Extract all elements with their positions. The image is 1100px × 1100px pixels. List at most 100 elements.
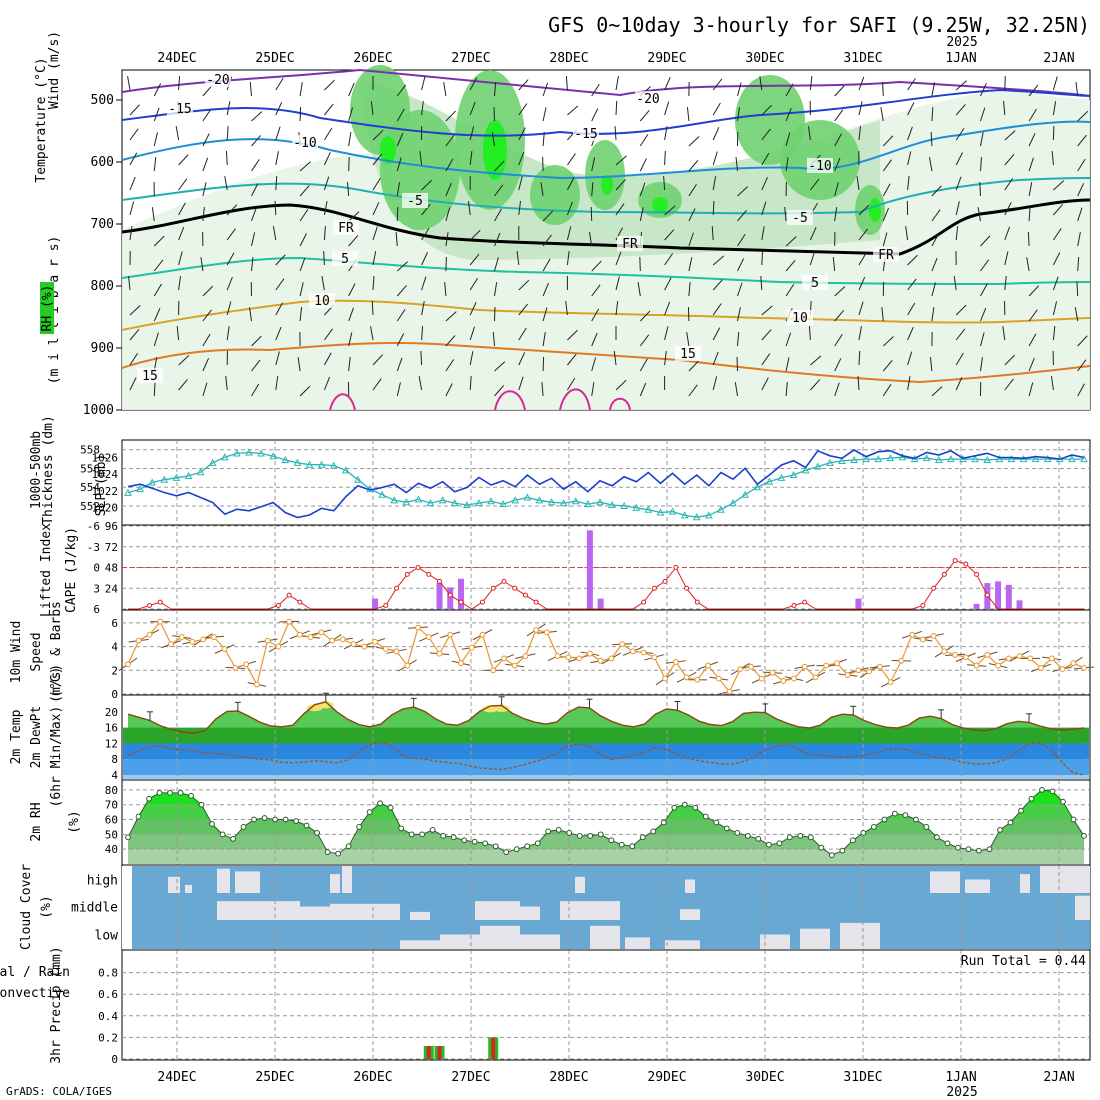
rh2m-line-point [167,789,173,796]
temp-tick-label: 8 [111,753,118,766]
rh2m-line-point [755,835,762,842]
wind-barb [955,128,965,141]
wind-speed-line-point [919,636,926,643]
wind-speed-line-point [791,675,797,682]
wind-barb [469,253,480,266]
wind-barb [712,327,721,341]
rh2m-line-point [324,849,331,856]
wind-barb [324,103,334,116]
wind-barb [712,303,722,316]
wind-barb [127,76,131,91]
wind-barb [518,103,528,116]
wind-speed-line-point [544,629,550,636]
wind-barb [980,307,987,322]
wind-speed-line-point [168,641,174,648]
rh2m-line-point [492,843,499,850]
lifted-index-point [694,599,700,605]
wind-barb [178,276,182,291]
wind-barb [225,376,228,391]
wind-barb [445,207,451,222]
wind-barb [858,76,865,91]
thickness-point [317,460,326,468]
wind-barb [955,201,960,216]
rh2m-line-point [345,843,352,850]
wind-barb [542,234,552,247]
top-date-label: 29DEC [647,51,686,66]
li-tick-label: 3 [93,582,100,595]
rh2m-line-point [734,829,741,836]
wind-barb [178,75,181,91]
cape-tick-label: 96 [105,520,118,533]
wind-barb [541,382,544,397]
cape-tick-label: 48 [105,562,118,575]
wind-barb [567,105,579,116]
rh2m-line-point [1081,832,1087,839]
wind-barb [518,151,525,166]
wind-speed-line-point [318,629,325,636]
thickness-point [620,501,628,509]
thickness-point [329,461,338,469]
lifted-cape-panel: -6 -3 0 3 6 96 72 48 24 [87,520,1091,616]
thickness-point [293,458,302,466]
wind-barb [297,357,301,372]
lifted-index-point [963,561,969,567]
wind-barb [980,83,987,97]
slp-tick-label: 1024 [92,468,119,481]
thickness-point [535,496,544,504]
wind-barb [299,307,303,322]
wind-barb [1053,204,1063,216]
wind-barb [372,226,378,241]
thickness-point [608,500,616,508]
wind-speed-line-point [909,631,916,638]
lifted-index-point [931,585,937,591]
rh2m-line-point [524,843,531,850]
wind-barb [639,334,650,347]
lifted-index-point [802,599,808,605]
wind-barb [615,251,622,266]
wind-barb [615,179,626,191]
rh2m-line-point [251,816,257,823]
wind-barb [785,107,792,122]
wind-barb [882,232,888,247]
pressure-tick-label: 1000 [83,403,114,418]
wind-barb [566,226,572,241]
panel-title-label: 2m Temp [9,709,24,764]
contour-label: FR [338,221,354,236]
wind-barb [153,107,160,122]
wind-speed-line-point [286,618,293,625]
wind-barb [1026,257,1030,272]
wind-barb [129,352,139,366]
wind-barb [542,307,548,322]
wind-barb [1077,158,1086,172]
wind-barb [858,277,866,291]
wind-barb [1004,276,1007,291]
wind-barb [469,326,476,341]
warm-highlight [493,704,510,712]
rh2m-line-point [1018,807,1024,814]
cloud-clear-block [930,871,960,893]
wind-barb [1028,133,1036,147]
thickness-point [1007,455,1016,463]
rh2m-line-point [629,843,636,850]
wind-barb [785,357,790,372]
wind-barb [1075,82,1079,97]
wind-barb [323,376,331,391]
wind-barb [275,278,285,291]
wind-barb [1053,180,1065,191]
wind-speed-line-point [855,667,862,674]
wind-barb [955,352,964,366]
lifted-index-point [275,603,281,609]
wind-barb [299,185,310,197]
wind-barb [348,132,352,147]
cloud-clear-block [680,909,700,920]
wind-speed-line-point [307,634,314,640]
wind-barb [712,127,720,141]
thickness-point [208,458,217,466]
wind-barb [858,204,870,216]
thickness-point [632,503,641,511]
panel-title-label: Speed [29,632,44,671]
wind-barb [299,385,311,397]
wind-barb [445,335,456,347]
contour-labels: -20 -20 -15 -15 -10 -10 -5 -5 FR FR FR 5 5 10 10 15 15 [137,72,899,384]
wind-speed-line-point [404,662,411,669]
